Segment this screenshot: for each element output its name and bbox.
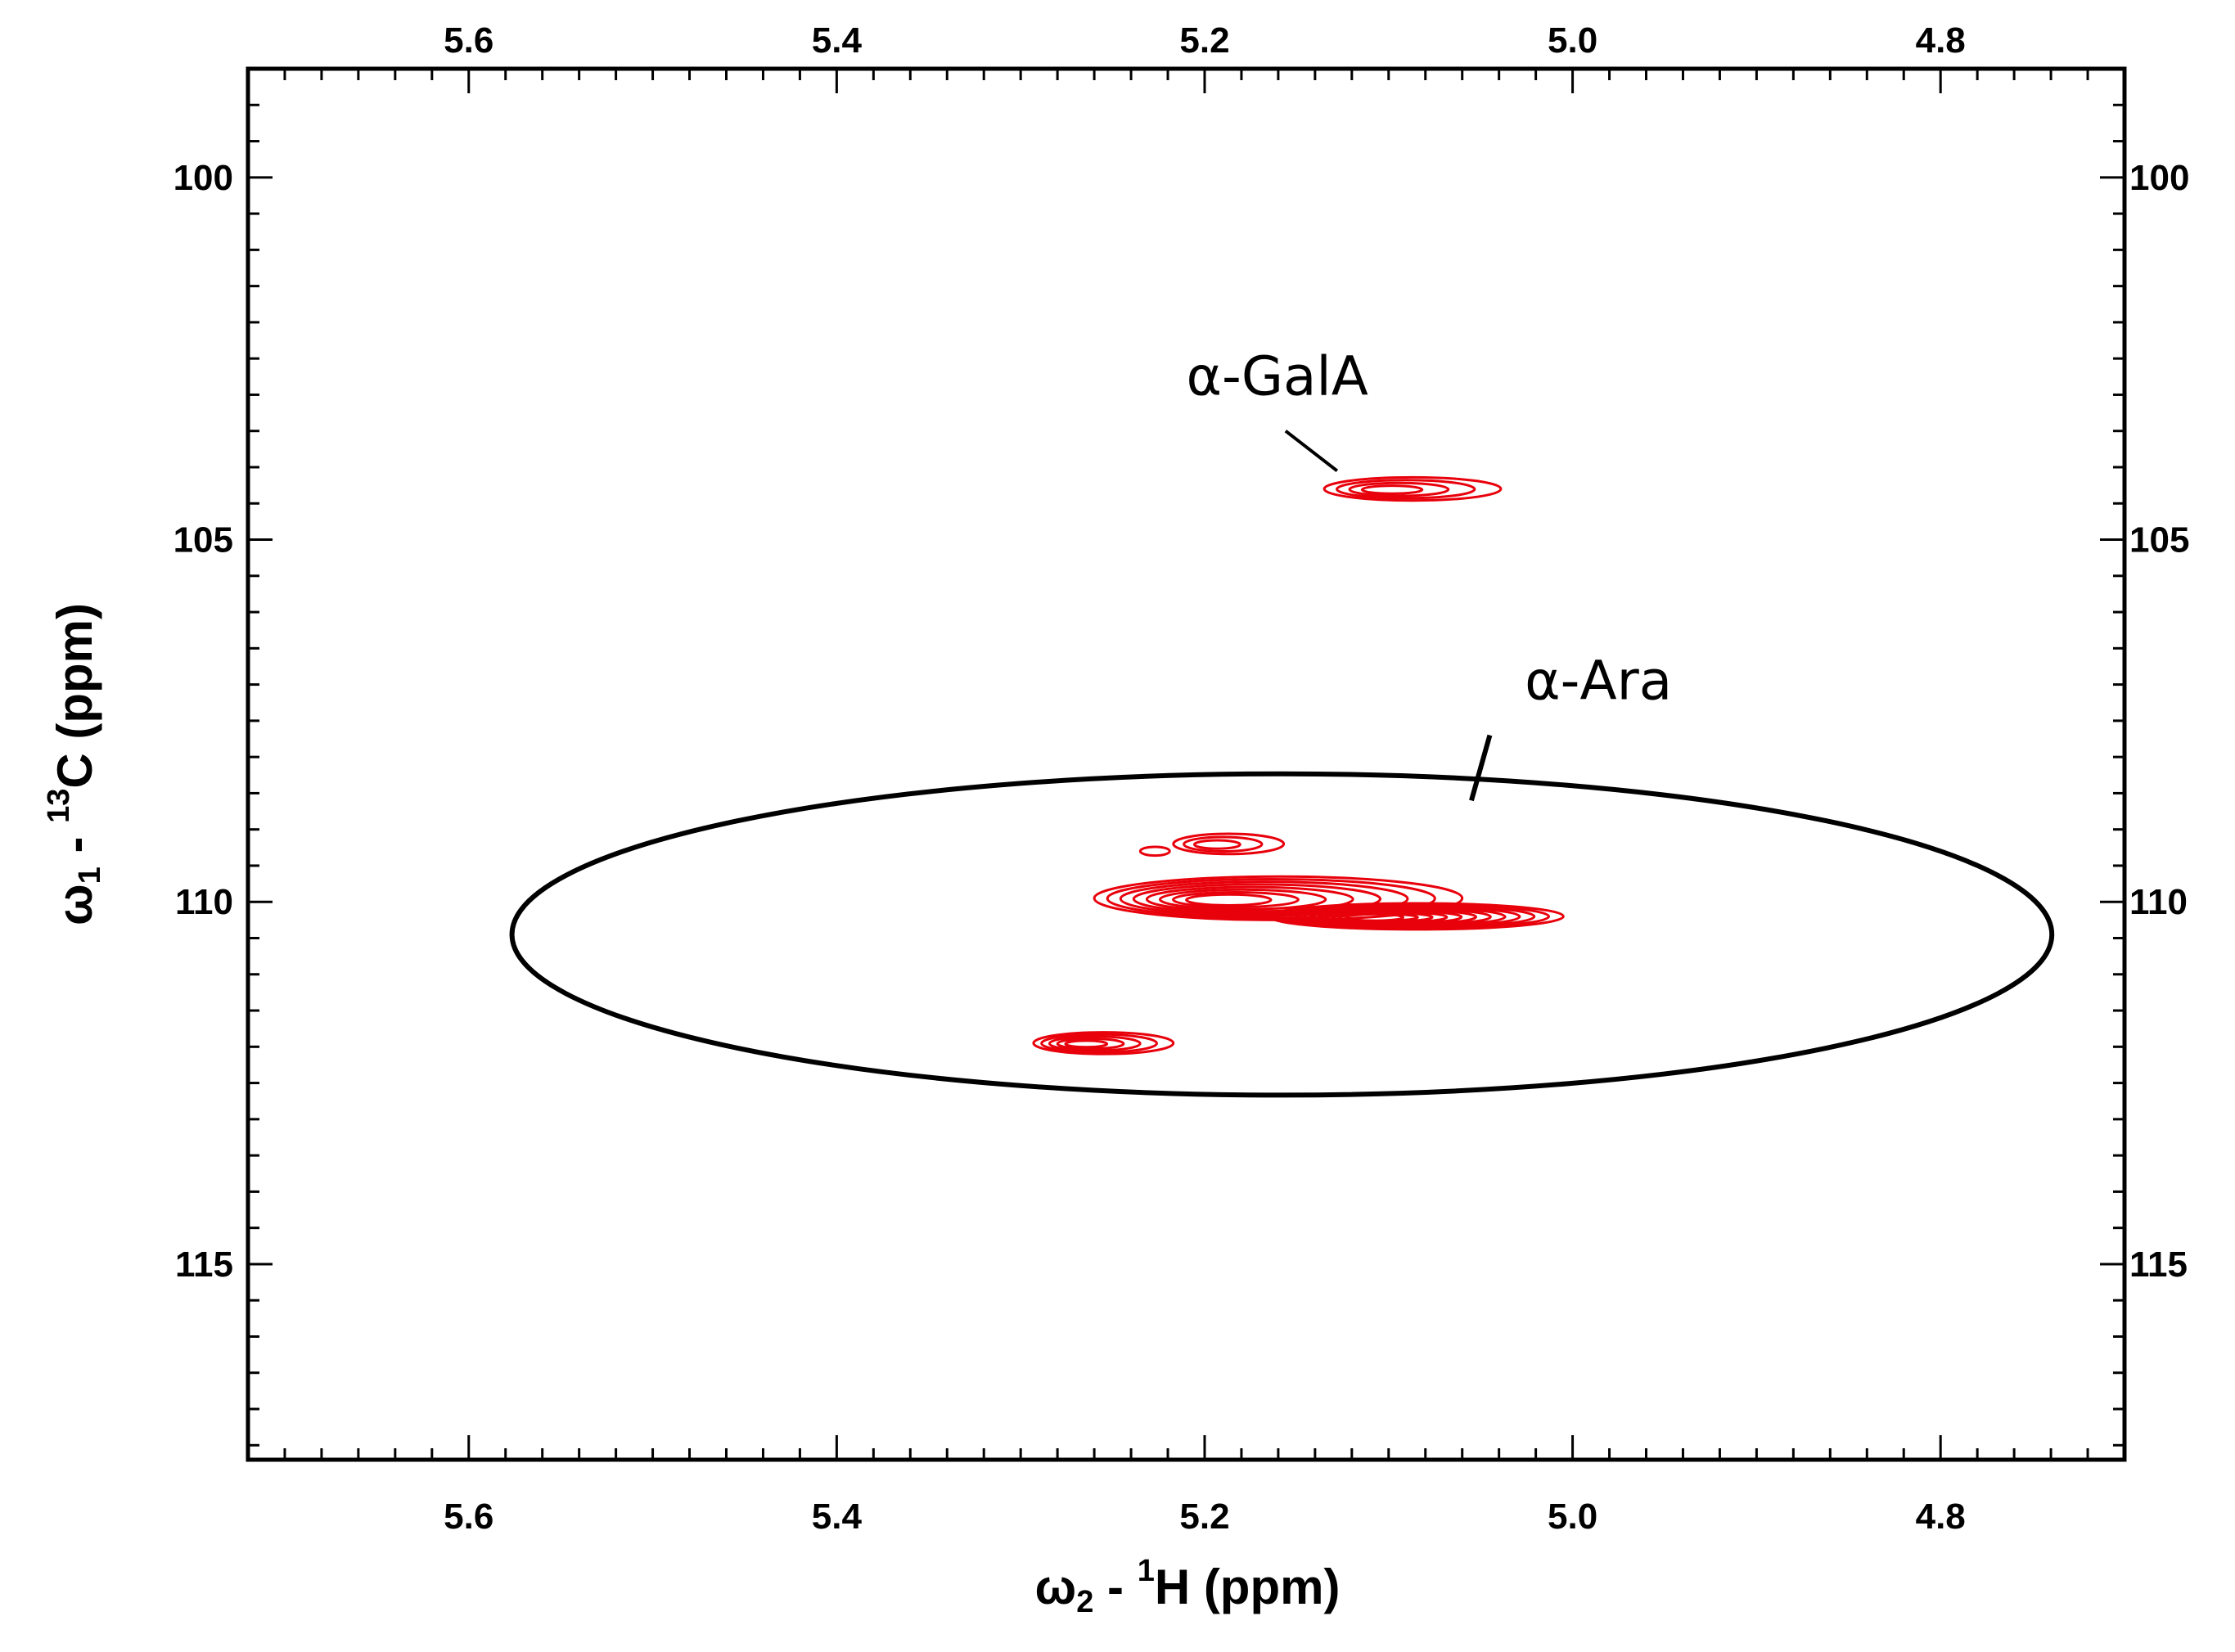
contour-level <box>1138 845 1171 858</box>
annotation-label-ara: α-Ara <box>1525 649 1672 712</box>
contour-layer <box>1032 475 1565 1056</box>
contour-level <box>1192 839 1241 850</box>
ara-enclosure-ellipse <box>509 771 2055 1098</box>
y-tick-label-left: 100 <box>173 158 233 198</box>
contour-level <box>1040 1033 1158 1054</box>
x-tick-label-top: 4.8 <box>1916 20 1966 61</box>
tick-label-layer: 5.6 5.6 5.4 5.4 5.2 5.2 5.0 5.0 4.8 4.8 100 100 105 1… <box>173 20 2190 1537</box>
contour-peak-ara-top <box>1172 832 1286 856</box>
contour-level <box>1345 912 1404 922</box>
contour-level <box>1132 883 1382 915</box>
contour-level <box>1348 481 1450 497</box>
contour-level <box>1056 1037 1125 1051</box>
contour-peak-ara-dot <box>1138 845 1171 858</box>
contour-level <box>1336 479 1476 500</box>
contour-peak-galA <box>1323 475 1503 502</box>
annotation-leader-ara <box>1469 734 1493 802</box>
x-tick-label-bottom: 5.2 <box>1179 1497 1229 1537</box>
x-tick-label-bottom: 5.6 <box>444 1497 493 1537</box>
x-tick-label-bottom: 5.4 <box>812 1497 863 1537</box>
annotation-leader-galA <box>1284 430 1339 472</box>
y-tick-label-left: 110 <box>175 882 233 922</box>
contour-peak-ara-main-right <box>1268 902 1565 931</box>
contour-level <box>1064 1039 1109 1049</box>
contour-level <box>1183 835 1264 853</box>
contour-level <box>1323 475 1503 502</box>
x-tick-label-top: 5.2 <box>1179 20 1229 61</box>
x-tick-label-bottom: 4.8 <box>1916 1497 1966 1537</box>
contour-level <box>1048 1035 1142 1052</box>
contour-level <box>1119 880 1409 917</box>
contour-level <box>1185 893 1273 907</box>
y-tick-label-right: 105 <box>2129 520 2189 560</box>
x-tick-label-bottom: 5.0 <box>1548 1497 1597 1537</box>
annotation-label-galA: α-GalA <box>1187 344 1368 407</box>
x-tick-label-top: 5.4 <box>812 20 863 61</box>
x-tick-label-top: 5.6 <box>444 20 493 61</box>
contour-level <box>1158 888 1327 911</box>
contour-level <box>1360 484 1424 495</box>
contour-level <box>1145 885 1354 913</box>
y-tick-label-left: 105 <box>173 520 233 560</box>
plot-frame <box>246 66 2127 1462</box>
y-tick-label-right: 100 <box>2129 158 2189 198</box>
contour-level <box>1172 891 1300 909</box>
y-tick-label-right: 110 <box>2129 882 2188 922</box>
annotation-layer: α-GalA α-Ara <box>509 344 2055 1098</box>
y-tick-label-right: 115 <box>2129 1245 2188 1285</box>
contour-level <box>1032 1031 1175 1056</box>
y-tick-label-left: 115 <box>175 1245 233 1285</box>
contour-level <box>1172 832 1286 856</box>
x-axis-title: ω2 - 1H (ppm) <box>1035 1554 1341 1619</box>
contour-peak-side-peak <box>1032 1031 1175 1056</box>
y-axis-title: ω1 - 13C (ppm) <box>42 603 107 925</box>
tick-layer <box>248 67 2126 1460</box>
x-tick-label-top: 5.0 <box>1548 20 1597 61</box>
